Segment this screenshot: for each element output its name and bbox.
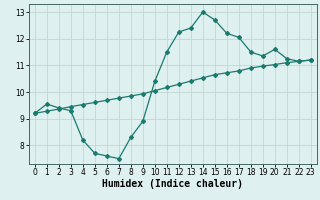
X-axis label: Humidex (Indice chaleur): Humidex (Indice chaleur) [102,179,243,189]
